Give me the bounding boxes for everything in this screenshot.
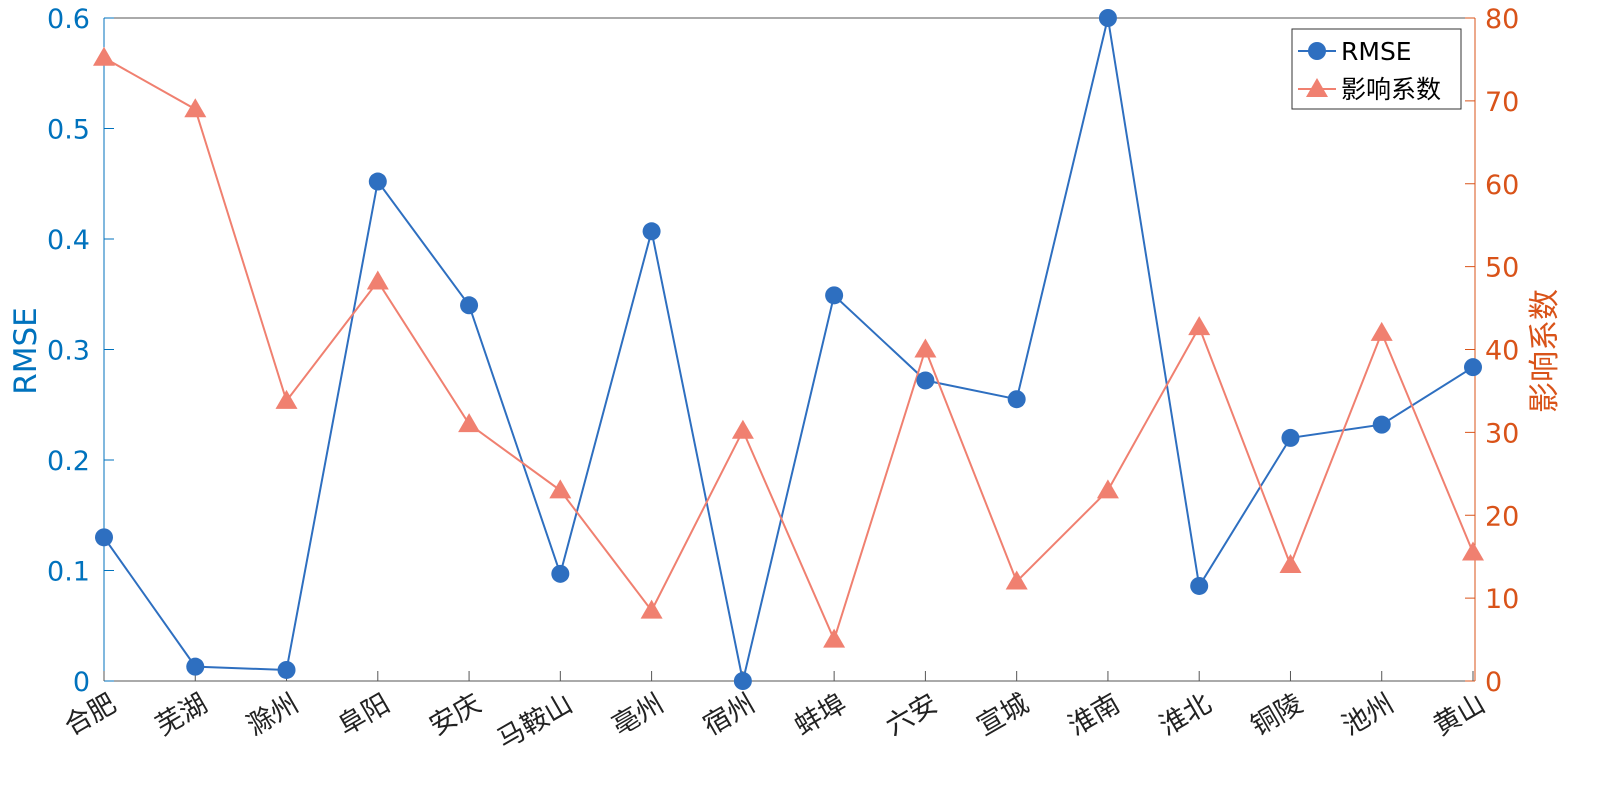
legend-label-coefficient: 影响系数 [1341,75,1441,104]
right-tick-label: 50 [1485,253,1519,284]
x-tick-label: 宿州 [698,688,760,742]
series-line-0 [103,17,1474,682]
right-tick-label: 80 [1485,4,1519,35]
legend-marker-coefficient [1306,78,1328,97]
data-point-1-1 [184,98,207,118]
x-tick-label: 淮南 [1063,688,1125,742]
x-tick-label: 宣城 [972,688,1034,742]
x-tick-label: 合肥 [59,688,121,742]
data-point-1-3 [366,270,389,290]
data-point-0-4 [460,296,479,315]
data-point-1-0 [93,46,115,66]
data-point-0-14 [1372,415,1391,434]
right-tick-label: 0 [1485,667,1502,698]
left-tick-label: 0.3 [47,336,90,367]
data-point-0-15 [1464,358,1482,377]
right-tick-label: 30 [1485,418,1519,449]
data-point-0-1 [186,657,205,676]
x-axis-ticks: 合肥 芜湖 滁州 阜阳 安庆 马鞍山 亳州 宿州 蚌埠 六安 宣城 淮南 淮北 铜陵 池州 黄山 [59,671,1491,756]
left-tick-label: 0.5 [47,115,90,146]
legend-marker-rmse [1308,42,1326,60]
data-point-0-6 [642,222,661,241]
right-tick-label: 20 [1485,501,1519,532]
legend-label-rmse: RMSE [1341,37,1412,66]
right-axis-title: 影响系数 [1527,289,1563,413]
legend: RMSE 影响系数 [1291,28,1462,110]
data-point-1-14 [1370,321,1393,341]
left-axis-title: RMSE [8,307,44,395]
x-tick-label: 亳州 [607,688,669,742]
x-tick-label: 六安 [881,688,943,742]
x-tick-label: 阜阳 [333,688,395,742]
plot-area [104,18,1475,681]
right-axis-ticks: 0 10 20 30 40 50 60 70 80 [1465,4,1519,698]
x-tick-label: 马鞍山 [492,688,578,755]
data-point-1-10 [1005,570,1028,590]
right-tick-label: 10 [1485,584,1519,615]
data-point-1-13 [1279,554,1302,573]
x-tick-label: 铜陵 [1246,688,1308,742]
data-point-0-8 [825,286,844,305]
data-point-1-12 [1188,316,1211,336]
left-tick-label: 0.1 [47,557,90,588]
x-tick-label: 池州 [1337,688,1399,742]
data-point-1-4 [458,413,481,433]
x-tick-label: 滁州 [242,688,304,742]
data-point-0-2 [277,660,296,679]
data-point-1-9 [914,338,937,358]
left-tick-label: 0.2 [47,446,90,477]
data-point-1-15 [1462,541,1484,561]
data-point-0-11 [1098,9,1117,27]
x-tick-label: 黄山 [1428,688,1490,742]
data-point-0-13 [1281,428,1300,447]
data-point-0-12 [1190,576,1209,595]
series-layer [93,9,1484,690]
data-point-1-7 [731,419,754,439]
data-point-0-9 [916,371,935,390]
left-axis-ticks: 0 0.1 0.2 0.3 0.4 0.5 0.6 [47,4,114,698]
data-point-1-8 [823,628,846,648]
right-tick-label: 40 [1485,336,1519,367]
right-tick-label: 60 [1485,170,1519,201]
data-point-1-11 [1096,479,1119,499]
left-tick-label: 0.4 [47,225,90,256]
series-line-1 [103,56,1474,643]
x-tick-label: 安庆 [424,688,486,742]
right-tick-label: 70 [1485,87,1519,118]
x-tick-label: 蚌埠 [789,688,851,742]
data-point-0-10 [1007,390,1026,409]
data-point-0-0 [95,528,113,547]
x-tick-label: 芜湖 [151,688,213,742]
data-point-1-6 [640,599,663,619]
data-point-1-2 [275,389,298,409]
data-point-0-7 [733,672,752,690]
x-tick-label: 淮北 [1154,688,1216,742]
data-point-0-5 [551,564,570,583]
left-tick-label: 0.6 [47,4,90,35]
data-point-1-5 [549,479,572,499]
left-tick-label: 0 [73,667,90,698]
data-point-0-3 [368,172,387,191]
